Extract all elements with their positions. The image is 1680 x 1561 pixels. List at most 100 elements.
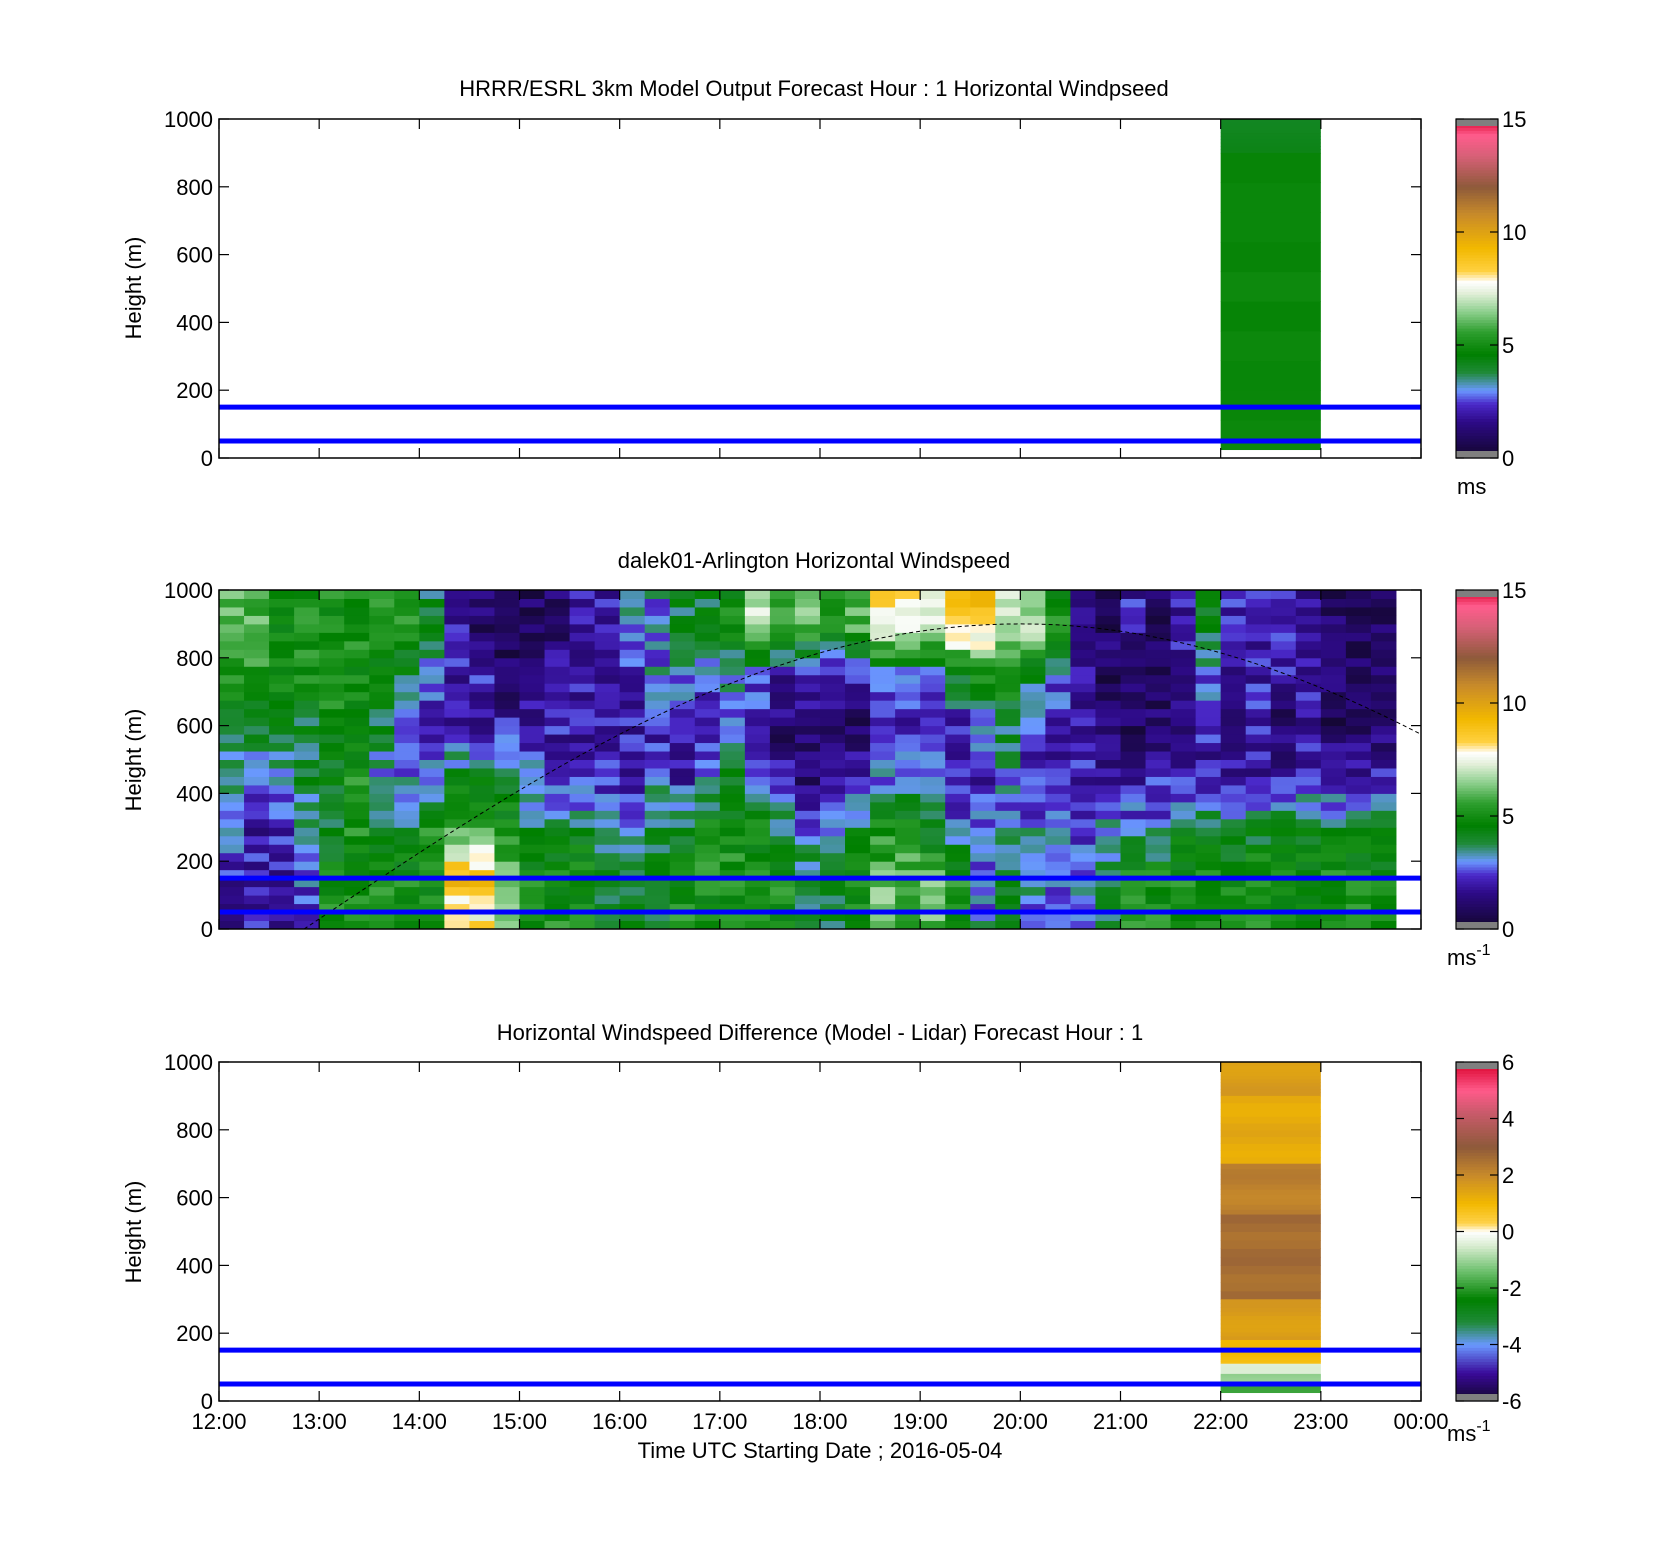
heatmap-cell — [744, 734, 771, 744]
colorbar-segment — [1456, 424, 1498, 428]
heatmap-cell — [1195, 852, 1222, 862]
heatmap-cell — [1270, 818, 1297, 828]
colorbar-segment — [1456, 189, 1498, 194]
heatmap-cell — [319, 674, 345, 684]
heatmap-cell — [444, 683, 470, 693]
heatmap-cell — [269, 801, 295, 811]
heatmap-cell — [694, 793, 721, 803]
heatmap-cell — [644, 784, 671, 794]
heatmap-cell — [294, 649, 320, 659]
heatmap-cell — [319, 912, 345, 922]
heatmap-cell — [1220, 886, 1247, 896]
heatmap-cell — [344, 590, 370, 599]
heatmap-cell — [1120, 912, 1147, 922]
colorbar-segment — [1456, 446, 1498, 451]
colorbar-segment — [1456, 621, 1498, 625]
heatmap-cell — [820, 640, 846, 650]
heatmap-cell — [469, 861, 495, 871]
heatmap-cell — [269, 912, 295, 922]
heatmap-cell — [1220, 149, 1321, 154]
heatmap-cell — [794, 734, 821, 744]
heatmap-cell — [995, 742, 1021, 752]
heatmap-cell — [1220, 1256, 1321, 1266]
heatmap-cell — [519, 649, 546, 659]
heatmap-cell — [594, 861, 621, 871]
heatmap-cell — [1070, 878, 1096, 888]
heatmap-cell — [1220, 1116, 1321, 1124]
heatmap-cell — [594, 683, 621, 693]
y-tick-label: 200 — [176, 849, 213, 874]
heatmap-cell — [694, 903, 721, 913]
heatmap-cell — [644, 903, 671, 913]
heatmap-cell — [1020, 835, 1046, 845]
heatmap-cell — [1320, 657, 1347, 667]
heatmap-cell — [945, 878, 971, 888]
colorbar-segment — [1456, 333, 1498, 338]
heatmap-cell — [1145, 623, 1172, 633]
heatmap-cell — [920, 903, 946, 913]
heatmap-cell — [1095, 640, 1121, 650]
heatmap-cell — [544, 708, 571, 718]
colorbar-segment — [1456, 1310, 1498, 1315]
heatmap-cell — [1145, 657, 1172, 667]
heatmap-cell — [1170, 606, 1197, 616]
heatmap-cell — [394, 810, 420, 820]
heatmap-cell — [594, 827, 621, 837]
heatmap-cell — [644, 657, 671, 667]
heatmap-cell — [369, 615, 395, 625]
colorbar-segment — [1456, 1293, 1498, 1298]
heatmap-cell — [494, 827, 520, 837]
heatmap-cell — [1370, 700, 1397, 710]
heatmap-cell — [619, 666, 646, 676]
heatmap-cell — [1145, 649, 1172, 659]
colorbar-segment — [1456, 638, 1498, 642]
heatmap-cell — [519, 751, 546, 760]
heatmap-cell — [619, 742, 646, 752]
heatmap-cell — [769, 869, 796, 879]
heatmap-cell — [669, 649, 696, 659]
heatmap-cell — [1070, 920, 1096, 930]
heatmap-cell — [995, 759, 1021, 769]
heatmap-cell — [719, 776, 746, 786]
heatmap-cell — [1295, 810, 1322, 820]
heatmap-cell — [1220, 1370, 1321, 1373]
heatmap-cell — [394, 759, 420, 769]
heatmap-cell — [1070, 606, 1096, 616]
colorbar-segment — [1456, 782, 1498, 786]
heatmap-cell — [945, 708, 971, 718]
heatmap-cell — [895, 615, 921, 625]
heatmap-cell — [820, 598, 846, 608]
colorbar-segment — [1456, 1090, 1498, 1094]
heatmap-cell — [694, 674, 721, 684]
heatmap-cell — [269, 920, 295, 930]
heatmap-cell — [619, 657, 646, 667]
heatmap-cell — [369, 784, 395, 794]
heatmap-cell — [1245, 861, 1272, 871]
heatmap-cell — [719, 717, 746, 727]
heatmap-cell — [1195, 700, 1222, 710]
heatmap-cell — [369, 751, 395, 760]
heatmap-cell — [269, 717, 295, 727]
heatmap-cell — [594, 784, 621, 794]
heatmap-cell — [344, 861, 370, 871]
heatmap-cell — [820, 844, 846, 854]
heatmap-cell — [1095, 606, 1121, 616]
heatmap-cell — [820, 717, 846, 727]
heatmap-cell — [1220, 1173, 1321, 1180]
heatmap-cell — [970, 759, 996, 769]
heatmap-cell — [1270, 784, 1297, 794]
heatmap-cell — [369, 691, 395, 701]
colorbar-segment — [1456, 1186, 1498, 1190]
heatmap-cell — [1020, 844, 1046, 854]
heatmap-cell — [769, 776, 796, 786]
heatmap-cell — [269, 810, 295, 820]
colorbar-segment — [1456, 243, 1498, 247]
heatmap-cell — [1145, 903, 1172, 913]
heatmap-cell — [1295, 725, 1322, 735]
heatmap-cell — [419, 852, 445, 862]
colorbar-segment — [1456, 206, 1498, 210]
heatmap-cell — [594, 844, 621, 854]
heatmap-cell — [444, 751, 470, 760]
heatmap-cell — [1345, 895, 1372, 905]
heatmap-cell — [1120, 649, 1147, 659]
